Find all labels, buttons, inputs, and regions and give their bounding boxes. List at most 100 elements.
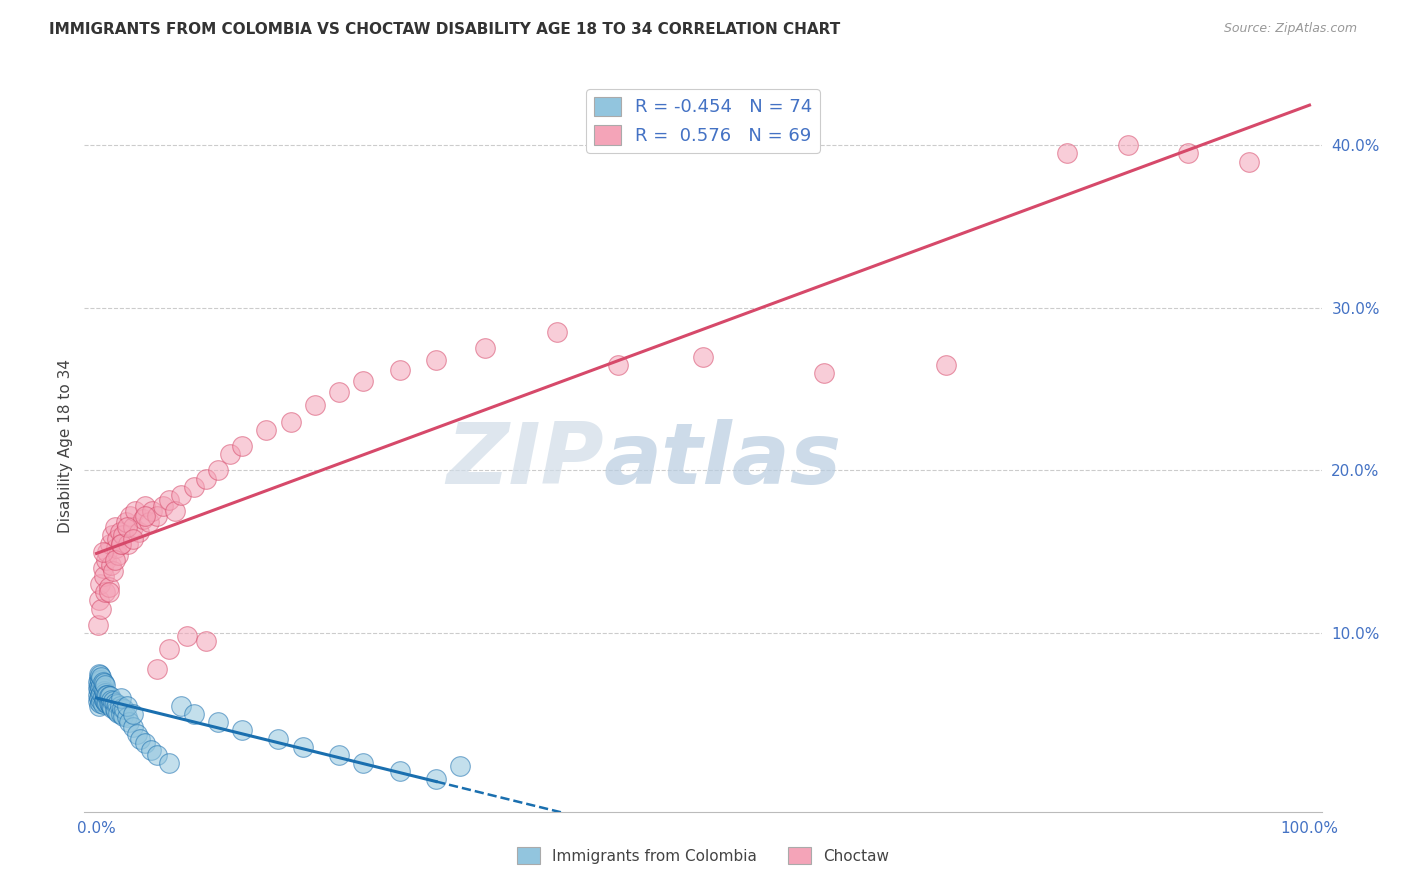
Point xyxy=(110,707,132,722)
Point xyxy=(146,747,169,762)
Point xyxy=(207,715,229,730)
Point xyxy=(125,727,148,741)
Point xyxy=(291,739,314,754)
Point xyxy=(607,358,630,372)
Point xyxy=(107,706,129,720)
Point xyxy=(134,508,156,523)
Point xyxy=(98,536,121,550)
Point xyxy=(87,682,110,697)
Point xyxy=(328,747,350,762)
Point xyxy=(108,699,131,714)
Point xyxy=(194,634,217,648)
Point xyxy=(129,731,152,746)
Point xyxy=(86,694,108,708)
Point xyxy=(100,692,122,706)
Text: IMMIGRANTS FROM COLOMBIA VS CHOCTAW DISABILITY AGE 18 TO 34 CORRELATION CHART: IMMIGRANTS FROM COLOMBIA VS CHOCTAW DISA… xyxy=(49,22,841,37)
Point xyxy=(94,678,117,692)
Point xyxy=(93,569,115,583)
Point xyxy=(89,668,111,682)
Point xyxy=(120,508,142,523)
Point xyxy=(141,504,163,518)
Point xyxy=(93,692,115,706)
Point xyxy=(146,508,169,523)
Point xyxy=(115,520,138,534)
Point xyxy=(91,674,114,689)
Point xyxy=(100,558,122,572)
Point xyxy=(91,561,114,575)
Point xyxy=(449,759,471,773)
Point xyxy=(87,690,110,705)
Point xyxy=(110,690,132,705)
Point xyxy=(101,700,124,714)
Point xyxy=(157,642,180,657)
Point xyxy=(110,536,132,550)
Point xyxy=(117,536,139,550)
Text: atlas: atlas xyxy=(605,419,842,502)
Point xyxy=(813,366,835,380)
Point xyxy=(105,698,128,712)
Point xyxy=(183,480,205,494)
Point xyxy=(110,536,132,550)
Point xyxy=(280,415,302,429)
Point xyxy=(146,662,169,676)
Point xyxy=(89,696,111,710)
Point xyxy=(231,723,253,738)
Point xyxy=(425,352,447,367)
Point xyxy=(97,585,120,599)
Point xyxy=(267,731,290,746)
Point xyxy=(94,694,117,708)
Point xyxy=(254,423,277,437)
Point xyxy=(134,499,156,513)
Point xyxy=(86,688,108,702)
Point xyxy=(231,439,253,453)
Point xyxy=(111,700,134,714)
Point xyxy=(94,585,117,599)
Point xyxy=(104,541,127,556)
Point xyxy=(115,710,138,724)
Point xyxy=(138,516,160,530)
Point xyxy=(122,520,145,534)
Point xyxy=(87,672,110,686)
Point xyxy=(546,325,568,339)
Point xyxy=(425,772,447,787)
Point xyxy=(103,694,125,708)
Point xyxy=(474,342,496,356)
Point xyxy=(176,629,198,643)
Point xyxy=(139,743,162,757)
Point xyxy=(90,686,112,700)
Point xyxy=(304,398,326,412)
Point xyxy=(219,447,242,461)
Point xyxy=(91,698,114,712)
Point xyxy=(692,350,714,364)
Point xyxy=(170,699,193,714)
Point xyxy=(1237,154,1260,169)
Point xyxy=(91,681,114,696)
Point xyxy=(98,690,121,704)
Point xyxy=(97,690,120,704)
Point xyxy=(157,756,180,770)
Point xyxy=(118,715,141,730)
Point xyxy=(122,707,145,722)
Point xyxy=(194,471,217,485)
Point xyxy=(388,764,411,778)
Point xyxy=(96,688,118,702)
Point xyxy=(352,756,374,770)
Point xyxy=(87,678,110,692)
Point xyxy=(96,544,118,558)
Point xyxy=(352,374,374,388)
Point xyxy=(96,688,118,702)
Text: Source: ZipAtlas.com: Source: ZipAtlas.com xyxy=(1223,22,1357,36)
Point xyxy=(90,678,112,692)
Point xyxy=(86,674,108,689)
Point xyxy=(89,688,111,702)
Point xyxy=(89,577,111,591)
Point xyxy=(104,553,127,567)
Y-axis label: Disability Age 18 to 34: Disability Age 18 to 34 xyxy=(58,359,73,533)
Point xyxy=(101,528,124,542)
Point xyxy=(128,525,150,540)
Point xyxy=(388,362,411,376)
Point xyxy=(90,694,112,708)
Point xyxy=(122,532,145,546)
Point xyxy=(328,385,350,400)
Point xyxy=(98,698,121,712)
